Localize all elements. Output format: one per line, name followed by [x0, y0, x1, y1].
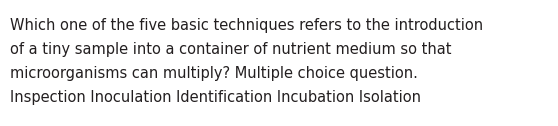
Text: Which one of the five basic techniques refers to the introduction: Which one of the five basic techniques r…	[10, 18, 483, 33]
Text: microorganisms can multiply? Multiple choice question.: microorganisms can multiply? Multiple ch…	[10, 66, 418, 81]
Text: of a tiny sample into a container of nutrient medium so that: of a tiny sample into a container of nut…	[10, 42, 451, 57]
Text: Inspection Inoculation Identification Incubation Isolation: Inspection Inoculation Identification In…	[10, 90, 421, 105]
